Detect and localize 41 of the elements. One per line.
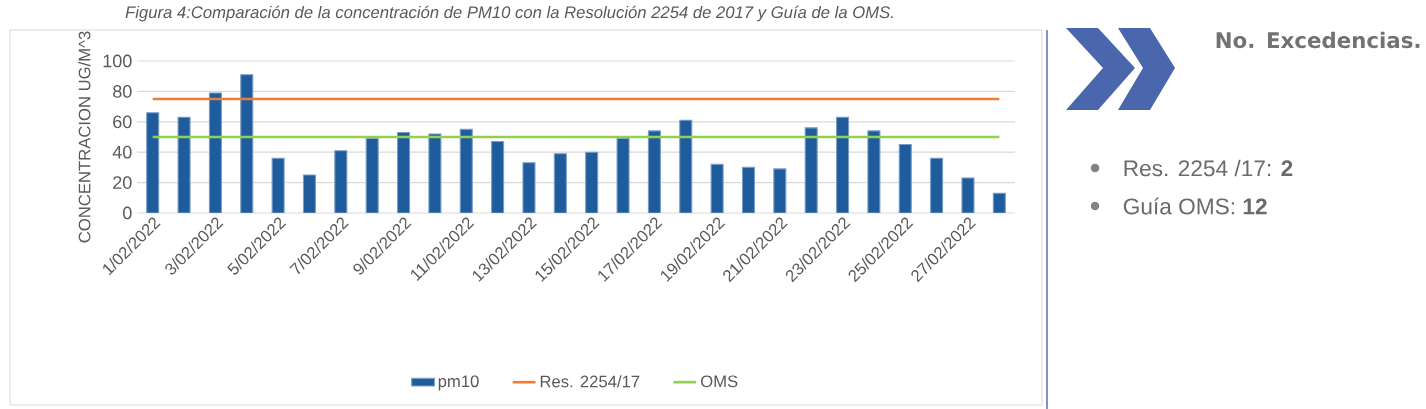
bar [804, 127, 818, 213]
bar [741, 166, 756, 213]
legend-label: pm10 [438, 375, 479, 391]
bar [146, 112, 160, 213]
bar [240, 74, 254, 213]
text: Guía OMS: 12 [1123, 197, 1267, 215]
bar [334, 150, 348, 213]
bar [836, 116, 850, 213]
bar [616, 137, 630, 213]
bar [898, 144, 912, 213]
bar [585, 151, 599, 213]
bar [177, 116, 191, 213]
bar [992, 192, 1006, 213]
bar [459, 128, 473, 213]
text: Res. 2254 /17: 2 [1124, 159, 1293, 177]
y-tick-label: 100 [103, 54, 132, 68]
bar [930, 157, 944, 213]
bar [522, 162, 536, 213]
text: No. Excedencias. [1216, 31, 1420, 49]
bar [679, 119, 693, 213]
bar [271, 157, 285, 213]
y-tick-label: 40 [112, 145, 132, 159]
y-tick-label: 80 [113, 85, 132, 98]
chart-title: Figura 4:Comparación de la concentración de PM10 con la Resolución 2254 de 2017 y Guía de la OMS. [125, 5, 893, 22]
legend-label: OMS [701, 375, 738, 388]
bar [647, 130, 661, 213]
bar [365, 137, 379, 213]
bar [553, 153, 567, 213]
y-tick-label: 60 [113, 115, 132, 129]
bar [302, 174, 317, 213]
bar [208, 92, 222, 213]
bar [710, 163, 724, 213]
legend-label: Res. 2254/17 [540, 375, 640, 388]
bar [491, 141, 505, 213]
bar [961, 177, 975, 213]
bar [773, 168, 787, 213]
bar [867, 130, 881, 213]
bar [397, 131, 411, 213]
bar [428, 133, 442, 213]
y-tick-label: 20 [113, 176, 132, 189]
y-axis-title: CONCENTRACION UG/M^3 [78, 31, 91, 243]
